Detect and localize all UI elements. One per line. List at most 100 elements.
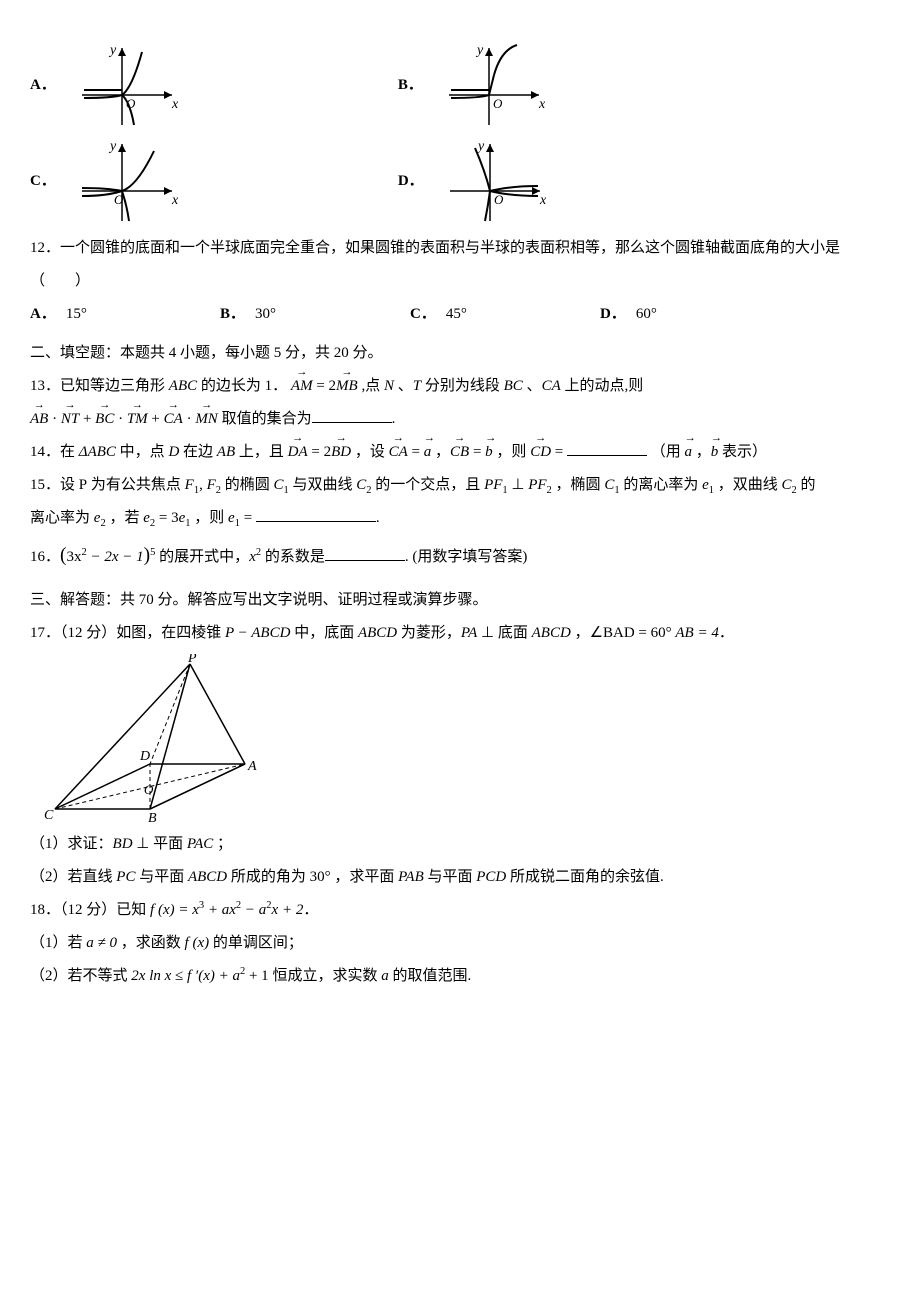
text: ，设	[351, 444, 389, 460]
question-number: 14．	[30, 444, 60, 460]
math: C	[274, 477, 284, 493]
text: 的离心率为	[620, 477, 703, 493]
q11-row-2: C． x y O D． x y O	[30, 136, 890, 226]
math: = 2	[308, 444, 331, 460]
text: ，	[571, 625, 590, 641]
text: ，双曲线	[714, 477, 782, 493]
question-number: 15．	[30, 477, 60, 493]
math: PC	[116, 869, 135, 885]
math: ABCD	[188, 869, 227, 885]
text: 若	[68, 935, 87, 951]
math: + 1	[245, 968, 268, 984]
math: T	[413, 378, 421, 394]
answer-blank[interactable]	[312, 407, 392, 423]
question-number: 18．	[30, 902, 60, 918]
vector-a: a	[685, 436, 693, 469]
text: 的一个交点，且	[372, 477, 485, 493]
answer-blank[interactable]	[256, 506, 376, 522]
text: 上，且	[235, 444, 288, 460]
svg-text:x: x	[538, 97, 546, 112]
vector: AB	[30, 403, 48, 436]
math: f (x)	[185, 935, 210, 951]
q12-choice-d: D．60°	[600, 298, 790, 331]
text: 分别为线段	[421, 378, 504, 394]
text: ⊥ 平面	[133, 836, 187, 852]
choice-label: D．	[600, 298, 626, 331]
math: +	[148, 411, 164, 427]
q18-stem: 18．（12 分）已知 f (x) = x3 + ax2 − a2x + 2．	[30, 894, 890, 927]
svg-text:x: x	[171, 193, 179, 208]
math: =	[240, 510, 256, 526]
math: =	[408, 444, 424, 460]
vector: MN	[195, 403, 218, 436]
answer-blank[interactable]	[567, 440, 647, 456]
question-number: 17．	[30, 625, 60, 641]
question-number: 13．	[30, 378, 60, 394]
q11-option-c: C． x y O	[30, 136, 188, 226]
math: =	[469, 444, 485, 460]
math: e	[228, 510, 235, 526]
svg-text:B: B	[148, 811, 157, 824]
math: PAC	[187, 836, 213, 852]
svg-text:y: y	[475, 43, 484, 58]
text: 、	[394, 378, 413, 394]
text: 的单调区间；	[209, 935, 303, 951]
math: AB = 4	[675, 625, 718, 641]
q11-option-d: D． x y O	[398, 136, 556, 226]
math: BC	[504, 378, 523, 394]
math: a	[381, 968, 389, 984]
text: 所成的角为	[227, 869, 310, 885]
text: 在	[60, 444, 79, 460]
subpart-number: （2）	[30, 869, 68, 885]
question-number: 12．	[30, 240, 60, 256]
math: =	[551, 444, 567, 460]
math: N	[384, 378, 394, 394]
text: （12 分）已知	[60, 902, 150, 918]
q12-choice-a: A．15°	[30, 298, 220, 331]
q13-line1: 13．已知等边三角形 ABC 的边长为 1． AM = 2MB ,点 N 、T …	[30, 370, 890, 403]
text: ,	[199, 477, 207, 493]
math: ΔABC	[79, 444, 116, 460]
text: ，求平面	[331, 869, 399, 885]
text: ；	[213, 836, 232, 852]
svg-text:x: x	[171, 97, 179, 112]
svg-text:y: y	[108, 139, 117, 154]
text: ，	[692, 444, 711, 460]
text: 的边长为	[197, 378, 265, 394]
math: = 3	[155, 510, 178, 526]
svg-text:P: P	[187, 654, 197, 666]
q17-stem: 17．（12 分）如图，在四棱锥 P − ABCD 中，底面 ABCD 为菱形，…	[30, 617, 890, 650]
math: C	[604, 477, 614, 493]
math: 30°	[310, 869, 331, 885]
vector: BC	[95, 403, 114, 436]
q16: 16．(3x2 − 2x − 1)5 的展开式中，x2 的系数是. (用数字填写…	[30, 535, 890, 578]
choice-label: B．	[220, 298, 245, 331]
math: CA	[542, 378, 561, 394]
q17-sub1: （1）求证：BD ⊥ 平面 PAC ；	[30, 828, 890, 861]
math: = 2	[313, 378, 336, 394]
text: 求证：	[68, 836, 113, 852]
q15-line1: 15．设 P 为有公共焦点 F1, F2 的椭圆 C1 与双曲线 C2 的一个交…	[30, 469, 890, 502]
q14: 14．在 ΔABC 中，点 D 在边 AB 上，且 DA = 2BD ，设 CA…	[30, 436, 890, 469]
choice-value: 30°	[255, 298, 276, 331]
option-label: D．	[398, 165, 424, 198]
q11-row-1: A． x y O B． x y O	[30, 40, 890, 130]
text: ．	[303, 902, 318, 918]
vector-mb: MB	[336, 370, 358, 403]
question-number: 16．	[30, 549, 60, 565]
subpart-number: （2）	[30, 968, 68, 984]
text: 与平面	[135, 869, 188, 885]
q12-choice-c: C．45°	[410, 298, 600, 331]
answer-blank[interactable]	[325, 545, 405, 561]
math: PCD	[476, 869, 506, 885]
vector: NT	[61, 403, 79, 436]
text: ．	[719, 625, 734, 641]
math: PF	[528, 477, 546, 493]
q12: 12．一个圆锥的底面和一个半球底面完全重合，如果圆锥的表面积与半球的表面积相等，…	[30, 232, 890, 298]
choice-value: 15°	[66, 298, 87, 331]
math: P − ABCD	[225, 625, 290, 641]
graph-b-icon: x y O	[439, 40, 549, 130]
text: ．	[272, 378, 287, 394]
svg-text:x: x	[539, 193, 547, 208]
text: ⊥ 底面	[477, 625, 531, 641]
